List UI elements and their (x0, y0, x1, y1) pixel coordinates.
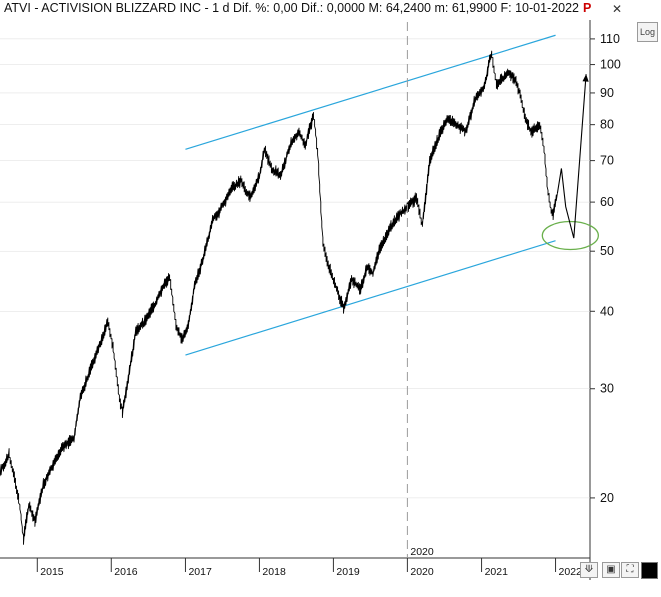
year-marker: 2020 (406, 22, 434, 558)
x-tick-label: 2015 (40, 566, 64, 578)
x-tick-label: 2021 (485, 566, 509, 578)
x-axis: 2015 2016 2017 2018 2019 2020 2021 2022 (36, 558, 583, 578)
grid (0, 38, 590, 499)
projection-line (556, 74, 587, 239)
y-tick-label: 90 (600, 86, 614, 100)
y-tick-label: 110 (600, 32, 620, 46)
y-tick-label: 60 (600, 195, 614, 209)
y-axis: 110 100 90 80 70 60 50 40 30 20 (590, 32, 621, 505)
x-tick-label: 2020 (410, 566, 434, 578)
y-tick-label: 80 (600, 118, 614, 132)
price-series (0, 50, 558, 545)
x-tick-label: 2016 (114, 566, 138, 578)
expand-icon[interactable]: ⛶ (621, 562, 639, 578)
price-line (0, 50, 558, 545)
x-tick-label: 2022 (559, 566, 583, 578)
channel-lower-line (185, 240, 556, 356)
projection-path (556, 74, 589, 239)
y-tick-label: 30 (600, 382, 614, 396)
x-tick-label: 2019 (336, 566, 360, 578)
projection-arrowhead (582, 74, 589, 82)
trend-channel (185, 34, 599, 356)
y-tick-label: 40 (600, 304, 614, 318)
log-scale-button[interactable]: Log (637, 22, 658, 42)
year-marker-label: 2020 (410, 546, 434, 558)
x-tick-label: 2017 (188, 566, 212, 578)
y-tick-label: 70 (600, 154, 614, 168)
x-tick-label: 2018 (262, 566, 286, 578)
y-tick-label: 20 (600, 491, 614, 505)
chart-title: ATVI - ACTIVISION BLIZZARD INC - 1 d Dif… (4, 1, 580, 15)
chart-title-bar: ATVI - ACTIVISION BLIZZARD INC - 1 d Dif… (4, 1, 591, 15)
channel-upper-line (185, 34, 556, 150)
save-icon[interactable]: ▣ (602, 562, 620, 578)
y-tick-label: 100 (600, 58, 621, 72)
y-tick-label: 50 (600, 244, 614, 258)
support-ellipse (541, 220, 599, 251)
close-icon[interactable]: ✕ (612, 2, 623, 16)
color-swatch-button[interactable] (641, 562, 658, 579)
p-badge[interactable]: P (583, 1, 592, 15)
zoom-button[interactable]: ⟱ (580, 562, 598, 578)
